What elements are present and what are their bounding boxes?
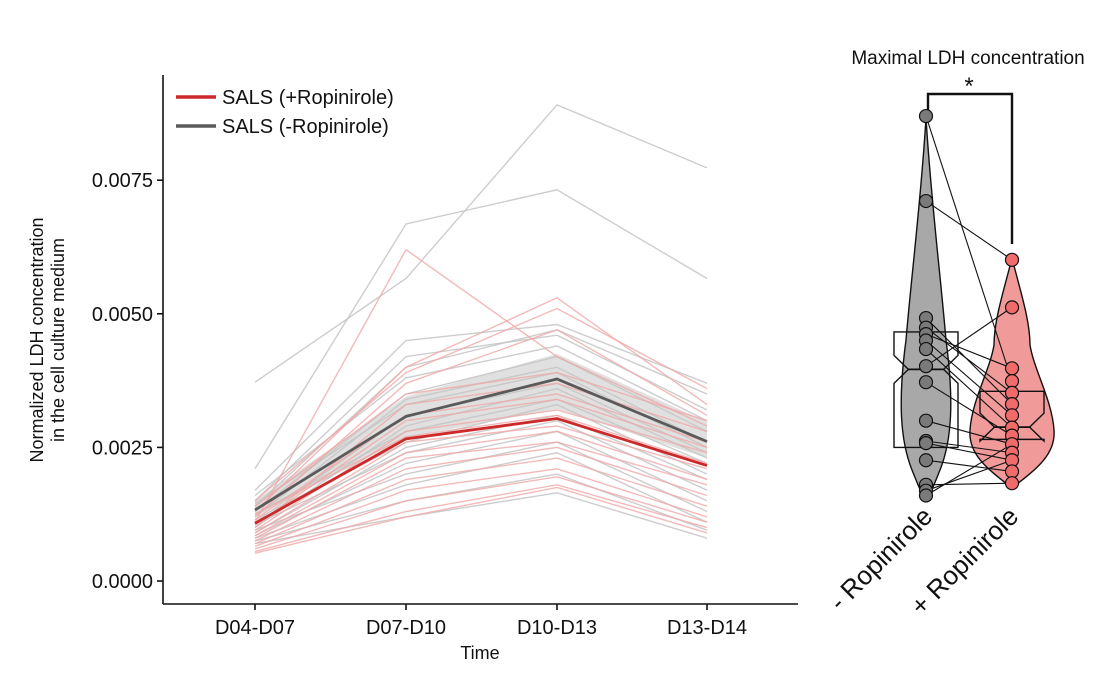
paired-line xyxy=(925,115,1013,382)
individual-line-minus xyxy=(254,473,708,542)
point-minus-ropinirole xyxy=(918,413,934,428)
point-plus-ropinirole xyxy=(1004,408,1020,423)
x-ticks: D04-D07 D07-D10 D10-D13 D13-D14 xyxy=(215,604,747,639)
paired-line xyxy=(925,200,1013,261)
legend-label-minus: SALS (-Ropinirole) xyxy=(222,116,389,138)
paired-line xyxy=(925,420,1013,445)
point-minus-ropinirole xyxy=(918,108,934,124)
paired-line xyxy=(925,482,1013,486)
violin-title: Maximal LDH concentration xyxy=(851,48,1084,69)
paired-line xyxy=(925,381,1013,437)
mean-line-minus-ropinirole xyxy=(254,377,708,512)
individual-line-plus xyxy=(254,441,708,539)
point-minus-ropinirole xyxy=(918,488,934,503)
significance-marker: * xyxy=(964,73,973,100)
individual-line-plus xyxy=(254,457,708,545)
point-plus-ropinirole xyxy=(1004,361,1020,376)
individual-line-minus xyxy=(254,492,708,545)
paired-lines xyxy=(925,115,1013,496)
point-plus-ropinirole xyxy=(1004,476,1020,491)
x-tick-label: D04-D07 xyxy=(215,617,295,639)
individual-line-plus xyxy=(254,393,708,521)
individual-line-plus xyxy=(254,248,708,523)
paired-line xyxy=(925,348,1013,429)
y-tick-label: 0.0075 xyxy=(92,170,153,192)
point-minus-ropinirole xyxy=(918,341,934,357)
point-plus-ropinirole xyxy=(1004,374,1020,389)
mean-lines xyxy=(254,377,708,525)
paired-line xyxy=(925,459,1013,472)
point-minus-ropinirole xyxy=(918,193,934,209)
individual-line-plus xyxy=(254,468,708,547)
legend: SALS (+Ropinirole) SALS (-Ropinirole) xyxy=(176,87,394,138)
x-tick-label: D13-D14 xyxy=(667,617,747,639)
point-minus-ropinirole xyxy=(918,359,934,374)
paired-line xyxy=(925,440,1013,454)
paired-line xyxy=(925,317,1013,405)
y-axis-label-line2: in the cell culture medium xyxy=(48,238,68,442)
x-tick-label: D10-D13 xyxy=(517,617,597,639)
x-tick-label: D07-D10 xyxy=(366,617,446,639)
point-plus-ropinirole xyxy=(1004,300,1020,315)
individual-line-plus xyxy=(254,398,708,526)
point-minus-ropinirole xyxy=(918,436,934,451)
point-minus-ropinirole xyxy=(918,453,934,468)
point-minus-ropinirole xyxy=(918,375,934,390)
violin-points xyxy=(918,108,1020,503)
individual-line-plus xyxy=(254,414,708,515)
individual-line-plus xyxy=(254,382,708,529)
y-tick-label: 0.0025 xyxy=(92,437,153,459)
box-minus-ropinirole xyxy=(893,331,959,449)
significance-bracket xyxy=(926,92,1014,244)
paired-line xyxy=(925,442,1013,461)
box-plus-ropinirole xyxy=(979,390,1045,443)
individual-line-plus xyxy=(254,446,708,542)
point-plus-ropinirole xyxy=(1004,252,1020,267)
point-plus-ropinirole xyxy=(1004,464,1020,479)
individual-line-minus xyxy=(254,103,708,383)
individual-line-plus xyxy=(254,425,708,534)
paired-line xyxy=(925,459,1013,492)
y-ticks: 0.0000 0.0025 0.0050 0.0075 xyxy=(92,170,163,593)
individual-line-plus xyxy=(254,430,708,537)
y-tick-label: 0.0000 xyxy=(92,571,153,593)
paired-line xyxy=(925,333,1013,369)
individual-line-plus xyxy=(254,296,708,513)
individual-line-plus xyxy=(254,476,708,550)
y-axis-label-line1: Normalized LDH concentration xyxy=(27,217,47,462)
paired-line xyxy=(925,340,1013,416)
individual-line-minus xyxy=(254,189,708,470)
paired-line xyxy=(925,306,1013,367)
violin-chart: Maximal LDH concentration * - Ropinirole… xyxy=(823,48,1085,621)
individual-line-plus xyxy=(254,486,708,554)
individual-line-minus xyxy=(254,355,708,513)
individual-line-plus xyxy=(254,371,708,507)
violin-shapes xyxy=(893,117,1055,502)
paired-line xyxy=(925,327,1013,394)
individual-line-plus xyxy=(254,484,708,553)
legend-label-plus: SALS (+Ropinirole) xyxy=(222,87,394,109)
paired-line xyxy=(925,443,1013,496)
mean-line-plus-ropinirole xyxy=(254,417,708,525)
individual-line-minus xyxy=(254,430,708,537)
x-axis-label: Time xyxy=(460,643,499,663)
individual-line-plus xyxy=(254,307,708,502)
y-tick-label: 0.0050 xyxy=(92,304,153,326)
